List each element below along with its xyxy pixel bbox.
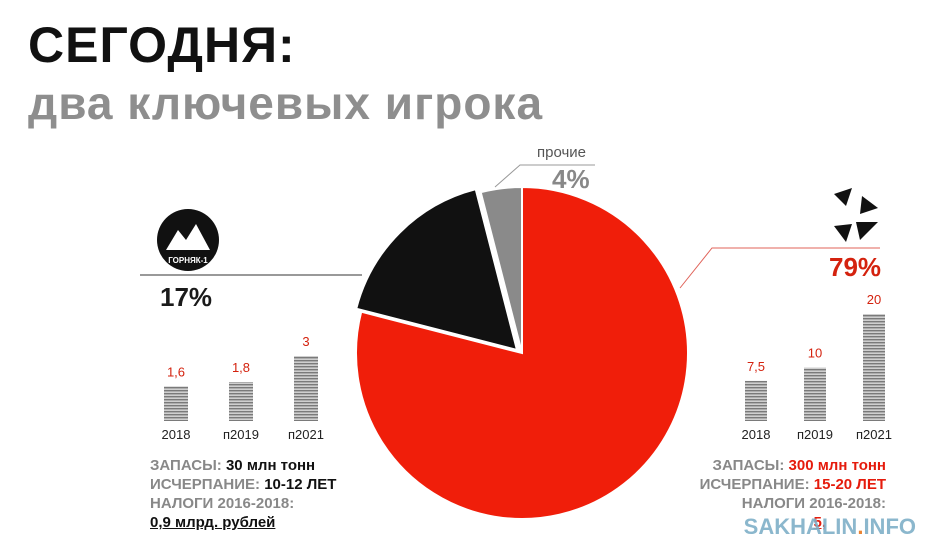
logo-arrow-icon — [856, 222, 878, 240]
slide-subtitle: два ключевых игрока — [28, 77, 544, 129]
bar-category-label: п2019 — [223, 427, 259, 442]
bar-value-label: 7,5 — [747, 359, 765, 374]
bar-value-label: 1,8 — [232, 360, 250, 375]
left-company-info: ЗАПАСЫ: 30 млн тонн ИСЧЕРПАНИЕ: 10-12 ЛЕ… — [150, 456, 336, 532]
right-reserves-key: ЗАПАСЫ: — [712, 457, 785, 474]
bar — [863, 314, 885, 421]
others-leader-line — [494, 164, 595, 188]
left-taxes-key: НАЛОГИ 2016-2018: — [150, 495, 295, 512]
left-taxes-value-row: 0,9 млрд. рублей — [150, 513, 336, 532]
left-company-share: 17% — [160, 282, 213, 312]
left-depletion-key: ИСЧЕРПАНИЕ: — [150, 476, 261, 493]
left-taxes-row: НАЛОГИ 2016-2018: — [150, 494, 336, 513]
right-reserves-value: 300 млн тонн — [788, 457, 886, 474]
right-taxes-value: 5, — [813, 514, 826, 531]
left-taxes-value: 0,9 млрд. рублей — [150, 514, 276, 531]
left-depletion-value: 10-12 ЛЕТ — [264, 476, 337, 493]
right-reserves-row: ЗАПАСЫ: 300 млн тонн — [700, 456, 886, 475]
bar-value-label: 10 — [808, 346, 822, 361]
mountain-icon — [166, 224, 210, 250]
pie-slice-left-company — [354, 187, 519, 352]
left-bar-chart: 1,6 2018 1,8 п2019 3 п2021 — [162, 334, 324, 442]
bar-category-label: п2019 — [797, 427, 833, 442]
right-taxes-key: НАЛОГИ 2016-2018: — [741, 495, 886, 512]
bar-category-label: п2021 — [288, 427, 324, 442]
bar-value-label: 1,6 — [167, 364, 185, 379]
logo-arrow-icon — [834, 188, 852, 206]
right-leader-line — [679, 247, 880, 289]
right-depletion-value: 15-20 ЛЕТ — [813, 476, 886, 493]
right-company-logo — [834, 188, 878, 242]
leader-lines — [140, 164, 880, 289]
others-label: прочие — [537, 144, 587, 161]
left-reserves-row: ЗАПАСЫ: 30 млн тонн — [150, 456, 336, 475]
bar-value-label: 3 — [302, 334, 309, 349]
watermark-dot: . — [857, 514, 864, 539]
bar-value-label: 20 — [867, 292, 881, 307]
slide-title: СЕГОДНЯ: — [28, 17, 296, 73]
watermark-main: SAKHALIN — [743, 514, 858, 539]
left-depletion-row: ИСЧЕРПАНИЕ: 10-12 ЛЕТ — [150, 475, 336, 494]
bar — [164, 386, 188, 421]
others-share: 4% — [552, 164, 590, 194]
market-share-pie — [354, 185, 689, 520]
logo-arrow-icon — [860, 196, 878, 214]
bar — [804, 367, 826, 421]
right-depletion-key: ИСЧЕРПАНИЕ: — [699, 476, 810, 493]
right-company-share: 79% — [829, 252, 882, 282]
gornyak-logo-text: ГОРНЯК-1 — [168, 256, 208, 265]
bar-category-label: 2018 — [742, 427, 771, 442]
bar-category-label: п2021 — [856, 427, 892, 442]
watermark-logo: SAKHALIN.INFO — [744, 514, 916, 540]
bar — [229, 382, 253, 421]
left-reserves-value: 30 млн тонн — [225, 457, 316, 474]
right-bar-chart: 7,5 2018 10 п2019 20 п2021 — [742, 292, 892, 442]
gornyak-logo: ГОРНЯК-1 — [157, 209, 219, 271]
right-depletion-row: ИСЧЕРПАНИЕ: 15-20 ЛЕТ — [700, 475, 886, 494]
right-taxes-row: НАЛОГИ 2016-2018: — [700, 494, 886, 513]
bar — [745, 380, 767, 421]
watermark-tail: INFO — [863, 514, 916, 539]
pie-slice-right-company — [355, 185, 689, 520]
right-taxes-value-row: 5, — [700, 513, 886, 532]
right-company-info: ЗАПАСЫ: 300 млн тонн ИСЧЕРПАНИЕ: 15-20 Л… — [700, 456, 886, 532]
bar-category-label: 2018 — [162, 427, 191, 442]
left-reserves-key: ЗАПАСЫ: — [150, 457, 222, 474]
bar — [294, 356, 318, 421]
logo-arrow-icon — [834, 224, 852, 242]
